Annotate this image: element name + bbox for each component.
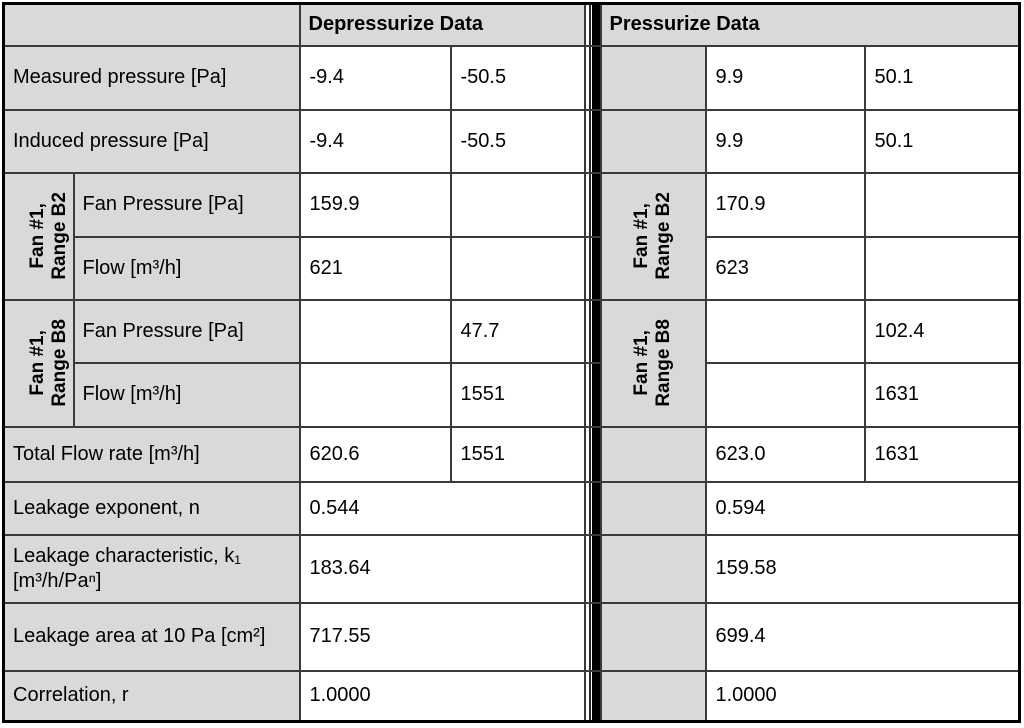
value-cell: 1551 xyxy=(449,361,586,428)
row-label: Flow [m³/h] xyxy=(72,361,301,428)
value-cell: 50.1 xyxy=(863,44,1021,111)
value-cell: 0.544 xyxy=(298,480,586,536)
table-row-b2-flow: Flow [m³/h] 621 623 xyxy=(4,235,1021,301)
section-divider xyxy=(584,171,601,238)
row-label: Fan Pressure [Pa] xyxy=(72,171,301,238)
corner-cell xyxy=(2,2,301,47)
empty-cell xyxy=(863,235,1021,301)
table-row-total-flow: Total Flow rate [m³/h] 620.6 1551 623.0 … xyxy=(2,425,1021,483)
table-row-correlation: Correlation, r 1.0000 1.0000 xyxy=(2,669,1021,723)
rotated-label: Fan #1, Range B2 xyxy=(631,191,674,280)
table-row-leakage-exponent: Leakage exponent, n 0.544 0.594 xyxy=(2,480,1021,536)
value-cell: 0.594 xyxy=(704,480,1021,536)
table-row-b8-flow: Flow [m³/h] 1551 1631 xyxy=(4,361,1021,428)
spacer-cell xyxy=(599,480,707,536)
table-row-leakage-characteristic: Leakage characteristic, k₁ [m³/h/Paⁿ] 18… xyxy=(2,533,1021,604)
fan-group-label-b2-right: Fan #1, Range B2 xyxy=(599,171,707,301)
row-label: Correlation, r xyxy=(2,669,301,723)
spacer-cell xyxy=(599,533,707,604)
value-cell: 102.4 xyxy=(863,298,1021,364)
row-label: Leakage characteristic, k₁ [m³/h/Paⁿ] xyxy=(2,533,301,604)
section-divider xyxy=(584,2,601,47)
table-row-b2-fan-pressure: Fan #1, Range B2 Fan Pressure [Pa] 159.9… xyxy=(2,171,1021,301)
section-divider xyxy=(584,361,601,428)
value-cell: 183.64 xyxy=(298,533,586,604)
row-label: Flow [m³/h] xyxy=(72,235,301,301)
value-cell: 699.4 xyxy=(704,601,1021,672)
value-cell: 159.9 xyxy=(298,171,452,238)
section-divider xyxy=(584,425,601,483)
table-row-induced-pressure: Induced pressure [Pa] -9.4 -50.5 9.9 50.… xyxy=(2,108,1021,174)
rotated-label: Fan #1, Range B2 xyxy=(26,191,70,280)
section-divider xyxy=(584,669,601,723)
fan-group-label-b8-right: Fan #1, Range B8 xyxy=(599,298,707,428)
depressurize-header: Depressurize Data xyxy=(298,2,586,47)
spacer-cell xyxy=(599,425,707,483)
section-divider xyxy=(584,108,601,174)
pressurize-header: Pressurize Data xyxy=(599,2,1021,47)
section-divider xyxy=(584,235,601,301)
value-cell: 9.9 xyxy=(704,44,866,111)
value-cell: 159.58 xyxy=(704,533,1021,604)
fan-group-label-b2-left: Fan #1, Range B2 xyxy=(2,171,75,301)
rotated-label: Fan #1, Range B8 xyxy=(631,318,674,407)
row-label: Leakage exponent, n xyxy=(2,480,301,536)
value-cell: -9.4 xyxy=(298,44,452,111)
value-cell: 1631 xyxy=(863,361,1021,428)
value-cell: -50.5 xyxy=(449,108,586,174)
empty-cell xyxy=(449,171,586,238)
value-cell: 620.6 xyxy=(298,425,452,483)
empty-cell xyxy=(704,361,866,428)
value-cell: 1631 xyxy=(863,425,1021,483)
row-label: Leakage area at 10 Pa [cm²] xyxy=(2,601,301,672)
row-label: Total Flow rate [m³/h] xyxy=(2,425,301,483)
value-cell: 717.55 xyxy=(298,601,586,672)
value-cell: -50.5 xyxy=(449,44,586,111)
header-row: Depressurize Data Pressurize Data xyxy=(2,2,1021,47)
value-cell: 47.7 xyxy=(449,298,586,364)
row-label: Fan Pressure [Pa] xyxy=(72,298,301,364)
value-cell: 1551 xyxy=(449,425,586,483)
row-label: Induced pressure [Pa] xyxy=(2,108,301,174)
spacer-cell xyxy=(599,44,707,111)
value-cell: 623 xyxy=(704,235,866,301)
rotated-label: Fan #1, Range B8 xyxy=(26,318,70,407)
table-row-leakage-area: Leakage area at 10 Pa [cm²] 717.55 699.4 xyxy=(2,601,1021,672)
empty-cell xyxy=(863,171,1021,238)
spacer-cell xyxy=(599,108,707,174)
spacer-cell xyxy=(599,601,707,672)
value-cell: 9.9 xyxy=(704,108,866,174)
empty-cell xyxy=(704,298,866,364)
section-divider xyxy=(584,480,601,536)
value-cell: -9.4 xyxy=(298,108,452,174)
fan-group-label-b8-left: Fan #1, Range B8 xyxy=(2,298,75,428)
section-divider xyxy=(584,44,601,111)
section-divider xyxy=(584,533,601,604)
value-cell: 621 xyxy=(298,235,452,301)
empty-cell xyxy=(298,298,452,364)
value-cell: 623.0 xyxy=(704,425,866,483)
table-row-b8-fan-pressure: Fan #1, Range B8 Fan Pressure [Pa] 47.7 … xyxy=(2,298,1021,428)
value-cell: 170.9 xyxy=(704,171,866,238)
spacer-cell xyxy=(599,669,707,723)
value-cell: 1.0000 xyxy=(298,669,586,723)
section-divider xyxy=(584,601,601,672)
empty-cell xyxy=(449,235,586,301)
value-cell: 1.0000 xyxy=(704,669,1021,723)
table-row-measured-pressure: Measured pressure [Pa] -9.4 -50.5 9.9 50… xyxy=(2,44,1021,111)
value-cell: 50.1 xyxy=(863,108,1021,174)
row-label: Measured pressure [Pa] xyxy=(2,44,301,111)
empty-cell xyxy=(298,361,452,428)
section-divider xyxy=(584,298,601,364)
